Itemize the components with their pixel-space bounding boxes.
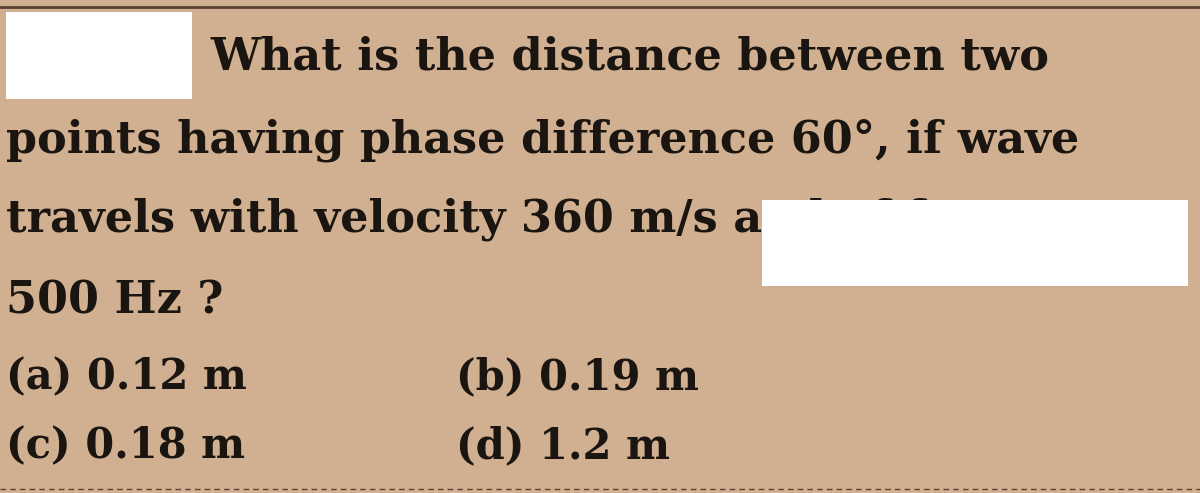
Bar: [6, 12, 192, 99]
Text: travels with velocity 360 m/s and of frequency: travels with velocity 360 m/s and of fre…: [6, 198, 1153, 241]
Text: (b) 0.19 m: (b) 0.19 m: [456, 356, 698, 398]
Text: (d) 1.2 m: (d) 1.2 m: [456, 425, 670, 467]
Text: What is the distance between two: What is the distance between two: [210, 35, 1049, 78]
Text: (c) 0.18 m: (c) 0.18 m: [6, 425, 245, 467]
Bar: [762, 200, 1188, 286]
Text: points having phase difference 60°, if wave: points having phase difference 60°, if w…: [6, 119, 1079, 162]
Text: 500 Hz ?: 500 Hz ?: [6, 279, 223, 322]
Text: (a) 0.12 m: (a) 0.12 m: [6, 356, 247, 398]
